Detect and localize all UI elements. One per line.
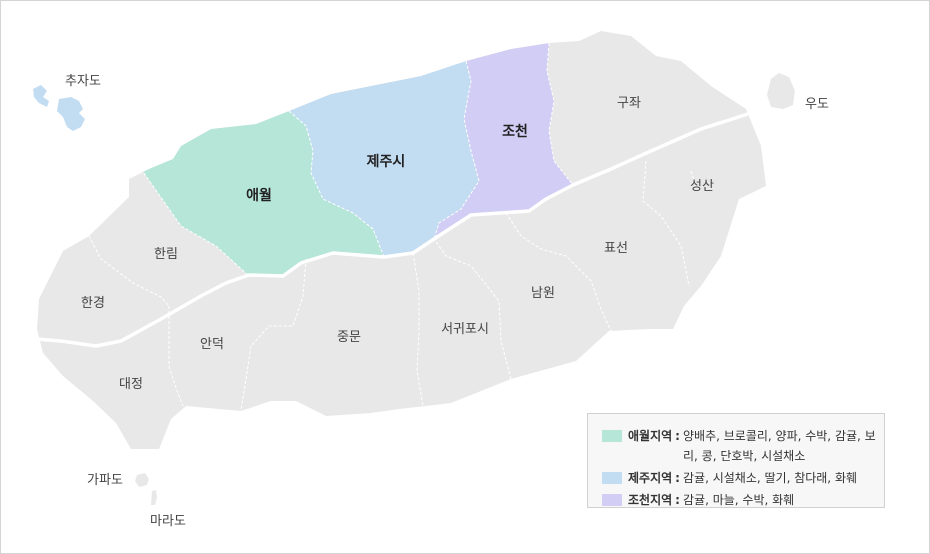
island-chujado[interactable]	[33, 85, 85, 131]
label-hangyeong: 한경	[81, 296, 105, 311]
label-pyoseon: 표선	[604, 241, 628, 256]
label-andeok: 안덕	[200, 337, 224, 352]
label-hallim: 한림	[154, 247, 178, 262]
legend-title-jeju: 제주지역	[628, 471, 673, 485]
legend-title-aewol: 애월지역	[628, 429, 673, 443]
district-boundaries	[88, 42, 697, 412]
island-marado[interactable]	[151, 490, 157, 505]
label-aewol: 애월	[246, 187, 272, 204]
label-seogwipo: 서귀포시	[441, 322, 489, 337]
legend-row-jocheon: 조천지역 : 감귤, 마늘, 수박, 화훼	[602, 490, 884, 510]
crop-legend: 애월지역 : 양배추, 브로콜리, 양파, 수박, 감귤, 보리, 콩, 단호박…	[587, 413, 885, 508]
legend-row-jeju: 제주지역 : 감귤, 시설채소, 딸기, 참다래, 화훼	[602, 468, 884, 488]
region-jeju[interactable]	[289, 61, 479, 257]
label-seongsan: 성산	[690, 179, 714, 194]
label-gujwa: 구좌	[617, 96, 641, 111]
label-gapado: 가파도	[87, 473, 123, 488]
label-jocheon: 조천	[502, 124, 528, 140]
label-chujado: 추자도	[65, 74, 101, 89]
legend-crops-jocheon: 감귤, 마늘, 수박, 화훼	[682, 493, 795, 507]
legend-row-aewol: 애월지역 : 양배추, 브로콜리, 양파, 수박, 감귤, 보리, 콩, 단호박…	[602, 426, 884, 466]
island-udo[interactable]	[767, 73, 795, 109]
legend-swatch-jeju	[602, 472, 622, 484]
legend-sep-aewol: :	[675, 429, 680, 443]
legend-title-jocheon: 조천지역	[628, 493, 673, 507]
legend-sep-jeju: :	[675, 471, 680, 485]
label-udo: 우도	[805, 97, 829, 112]
region-jocheon[interactable]	[434, 43, 573, 239]
legend-crops-jeju: 감귤, 시설채소, 딸기, 참다래, 화훼	[682, 471, 858, 485]
label-daejeong: 대정	[119, 377, 143, 392]
label-marado: 마라도	[150, 514, 186, 529]
legend-swatch-aewol	[602, 430, 622, 442]
island-gapado[interactable]	[135, 473, 149, 487]
ring-road	[35, 111, 752, 348]
label-jeju: 제주시	[367, 154, 406, 170]
region-aewol[interactable]	[141, 111, 384, 276]
legend-swatch-jocheon	[602, 494, 622, 506]
label-namwon: 남원	[531, 286, 555, 301]
label-jungmun: 중문	[337, 330, 361, 345]
legend-crops-aewol: 양배추, 브로콜리, 양파, 수박, 감귤, 보리, 콩, 단호박, 시설채소	[682, 429, 876, 463]
legend-sep-jocheon: :	[675, 493, 680, 507]
